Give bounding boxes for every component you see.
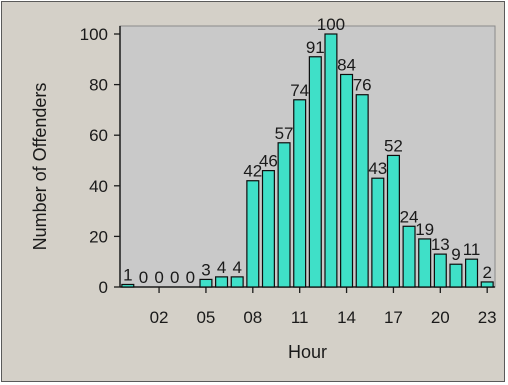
bar-10 bbox=[277, 142, 291, 288]
data-label-20: 13 bbox=[431, 235, 450, 254]
bar-18 bbox=[402, 225, 416, 288]
bar-22 bbox=[465, 258, 479, 288]
data-label-07: 4 bbox=[232, 258, 241, 277]
x-axis-title: Hour bbox=[288, 342, 327, 362]
bar-05 bbox=[199, 278, 213, 288]
x-tick-label: 05 bbox=[196, 308, 215, 327]
bar-16 bbox=[371, 177, 385, 288]
data-label-05: 3 bbox=[201, 260, 210, 279]
y-tick-label: 40 bbox=[89, 177, 108, 196]
bar-14 bbox=[340, 73, 354, 288]
y-tick-label: 60 bbox=[89, 126, 108, 145]
data-label-22: 11 bbox=[463, 240, 481, 259]
data-label-02: 0 bbox=[154, 268, 163, 287]
data-label-04: 0 bbox=[186, 268, 195, 287]
y-axis: 0 20 40 60 80 100 bbox=[80, 25, 121, 297]
x-axis: 02 05 08 11 14 17 20 23 bbox=[120, 286, 497, 327]
x-tick-label: 23 bbox=[478, 308, 497, 327]
data-label-08: 42 bbox=[243, 162, 262, 181]
data-label-11: 74 bbox=[290, 81, 309, 100]
plot-area bbox=[119, 25, 496, 288]
x-tick-label: 02 bbox=[150, 308, 169, 327]
data-label-09: 46 bbox=[259, 152, 278, 171]
data-label-19: 19 bbox=[415, 220, 434, 239]
bar-19 bbox=[418, 238, 432, 288]
data-label-17: 52 bbox=[384, 136, 403, 155]
data-label-23: 2 bbox=[482, 263, 491, 282]
bar-20 bbox=[433, 253, 447, 288]
data-label-18: 24 bbox=[400, 207, 419, 226]
y-tick-label: 80 bbox=[89, 76, 108, 95]
data-label-06: 4 bbox=[217, 258, 226, 277]
x-tick-label: 08 bbox=[243, 308, 262, 327]
bar-09 bbox=[261, 170, 275, 288]
bar-12 bbox=[308, 56, 322, 288]
x-tick-label: 20 bbox=[431, 308, 450, 327]
y-axis-title: Number of Offenders bbox=[30, 83, 50, 251]
y-tick-label: 20 bbox=[89, 227, 108, 246]
x-tick-label: 11 bbox=[291, 308, 309, 327]
bar-13 bbox=[324, 33, 338, 288]
data-label-12: 91 bbox=[306, 38, 325, 57]
data-label-13: 100 bbox=[317, 15, 345, 34]
bar-00 bbox=[121, 283, 135, 288]
bar-08 bbox=[246, 180, 260, 288]
x-tick-label: 14 bbox=[337, 308, 356, 327]
bars bbox=[121, 33, 494, 288]
bar-23 bbox=[480, 281, 494, 288]
y-tick-label: 100 bbox=[80, 25, 108, 44]
data-label-21: 9 bbox=[451, 245, 460, 264]
bar-15 bbox=[355, 94, 369, 288]
bar-21 bbox=[449, 263, 463, 288]
data-label-00: 1 bbox=[123, 265, 132, 284]
data-label-16: 43 bbox=[368, 159, 387, 178]
x-tick-label: 17 bbox=[384, 308, 403, 327]
data-label-14: 84 bbox=[337, 55, 356, 74]
data-label-10: 57 bbox=[275, 124, 294, 143]
bar-06 bbox=[215, 276, 229, 288]
data-label-01: 0 bbox=[139, 268, 148, 287]
data-label-03: 0 bbox=[170, 268, 179, 287]
data-label-15: 76 bbox=[353, 76, 372, 95]
y-tick-label: 0 bbox=[99, 278, 108, 297]
bar-07 bbox=[230, 276, 244, 288]
bar-17 bbox=[386, 154, 400, 288]
bar-11 bbox=[293, 99, 307, 288]
